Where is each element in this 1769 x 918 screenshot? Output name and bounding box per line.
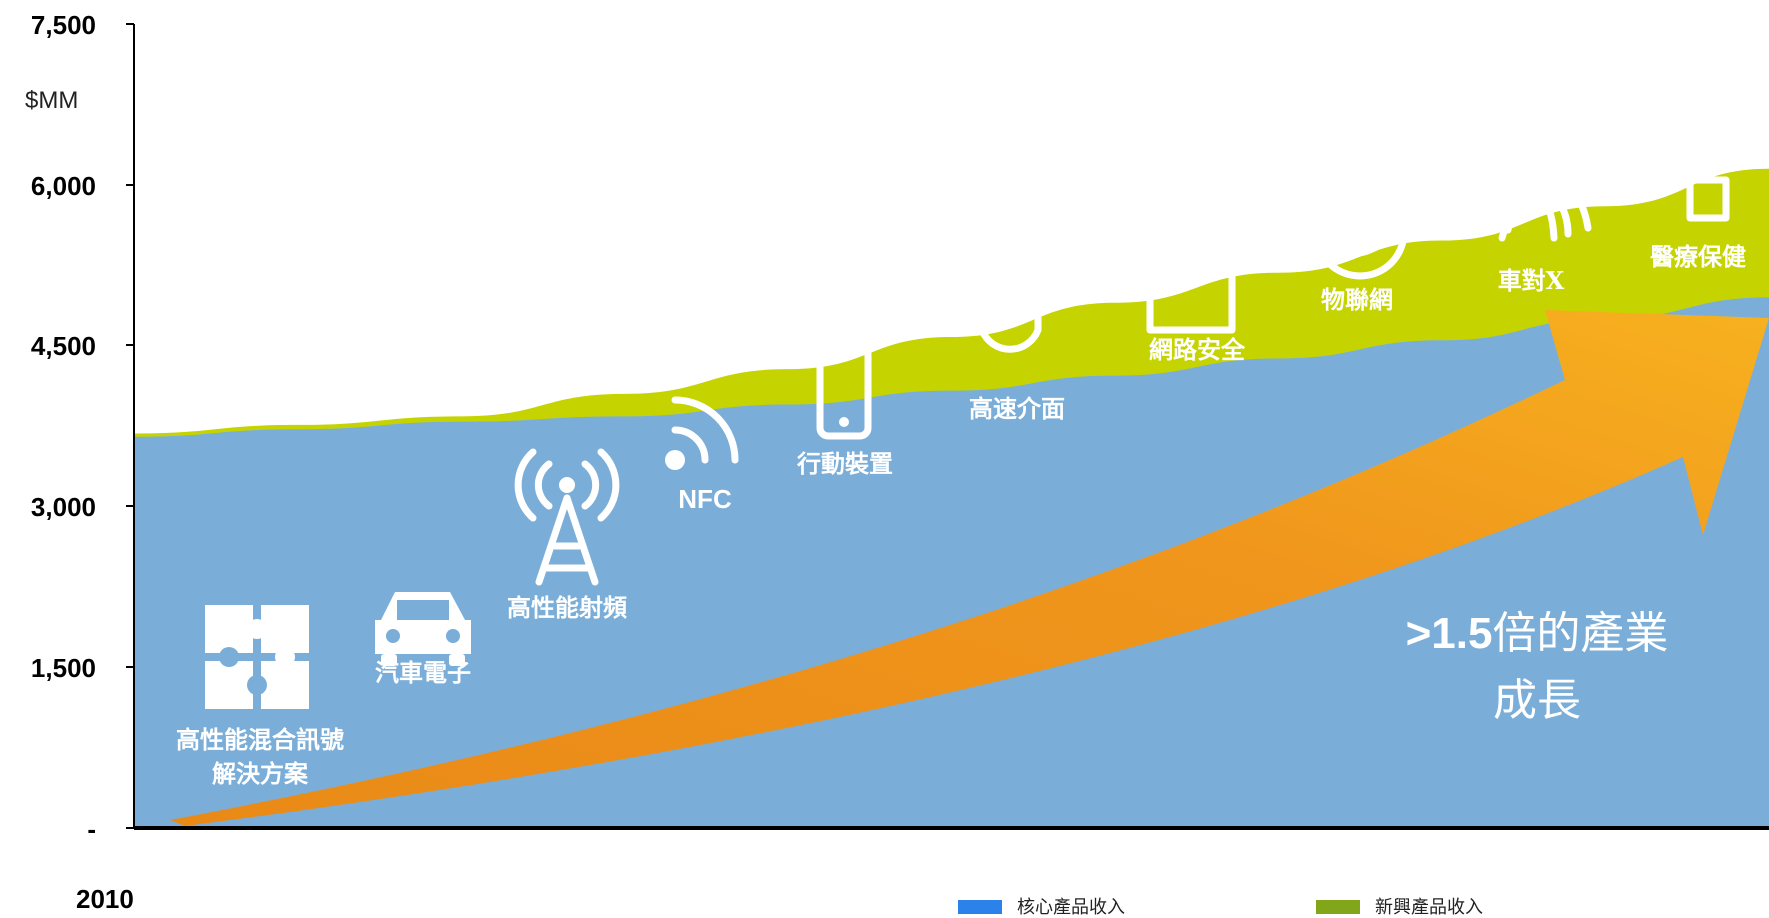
y-unit-label: $MM	[25, 87, 78, 114]
legend-label: 核心產品收入	[1017, 897, 1125, 918]
segment-label: 車對X	[1498, 266, 1565, 295]
segment-label: NFC	[678, 484, 732, 514]
phone-icon	[816, 334, 872, 440]
growth-text: 倍的產業	[1492, 608, 1668, 659]
medical-device-icon	[1686, 146, 1740, 222]
segment-label: 行動裝置	[796, 449, 893, 478]
globe-icon	[1312, 184, 1408, 280]
y-tick-label: 7,500	[31, 10, 96, 40]
car-icon	[375, 592, 471, 666]
y-tick-label: 4,500	[31, 331, 96, 361]
growth-annotation: >1.5倍的產業	[1406, 608, 1669, 659]
legend-swatch-core	[958, 900, 1002, 914]
segment-label: 高性能混合訊號	[176, 725, 344, 754]
lock-icon	[1146, 248, 1236, 334]
segment-label: 汽車電子	[375, 658, 471, 687]
legend-swatch-emerging	[1316, 900, 1360, 914]
y-tick-label: 6,000	[31, 171, 96, 201]
y-tick-label: -	[87, 814, 96, 844]
broadcast-icon	[1480, 160, 1592, 242]
puzzle-icon	[205, 605, 309, 709]
antenna-tower-icon	[514, 448, 620, 586]
segment-label: 高性能射頻	[507, 593, 627, 622]
area-core-revenue	[134, 297, 1769, 828]
growth-multiplier: >1.5	[1406, 609, 1493, 658]
x-start-label: 2010	[76, 884, 134, 914]
wireless-signal-icon	[665, 396, 739, 470]
growth-annotation-line2: 成長	[1493, 675, 1581, 726]
segment-label: 網路安全	[1149, 335, 1246, 364]
segment-label: 醫療保健	[1650, 242, 1746, 271]
segment-label: 高速介面	[969, 394, 1065, 423]
interface-icon	[978, 296, 1042, 353]
legend-label: 新興產品收入	[1375, 897, 1483, 918]
segment-label: 物聯網	[1321, 285, 1393, 314]
y-tick-label: 1,500	[31, 653, 96, 683]
segment-label: 解決方案	[212, 759, 309, 788]
y-tick-label: 3,000	[31, 492, 96, 522]
growth-arrow	[170, 310, 1769, 826]
